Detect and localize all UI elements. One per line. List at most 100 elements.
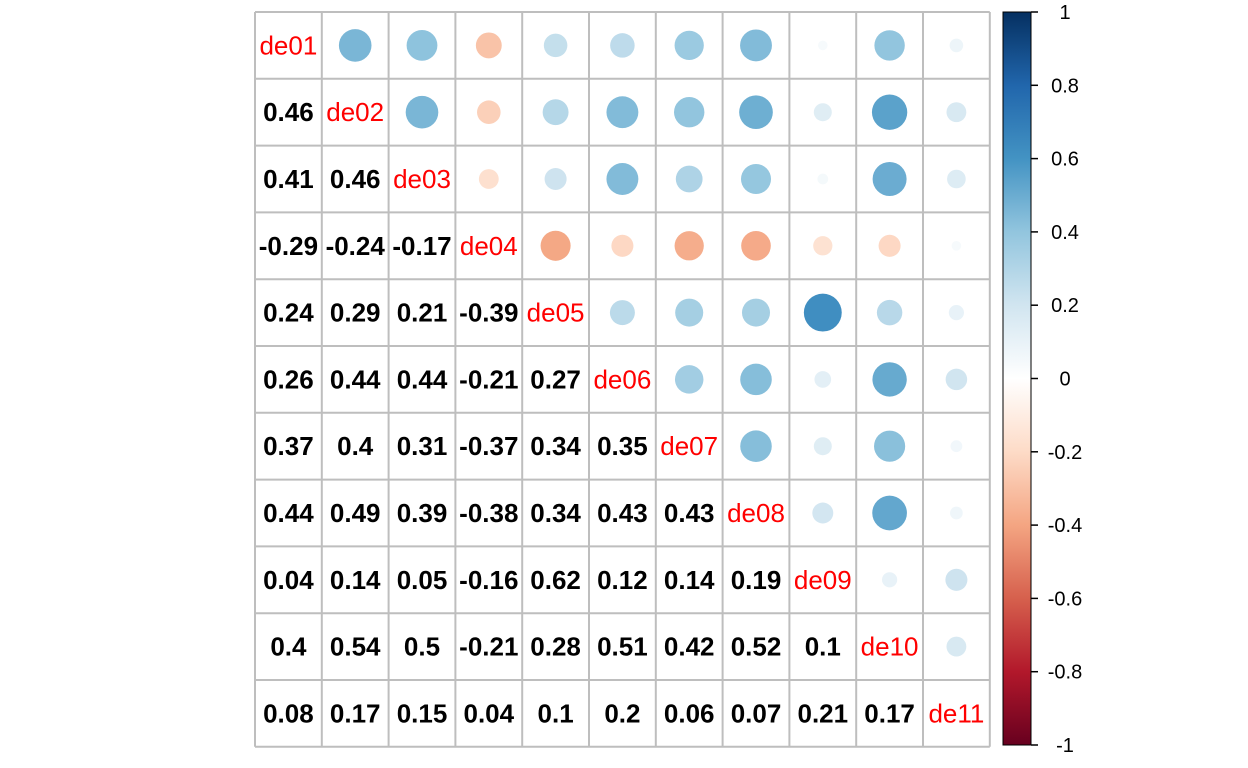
coefficient-label: 0.15 [397, 698, 448, 728]
colorbar-tick-label: 0.8 [1051, 75, 1079, 97]
coefficient-label: 0.44 [330, 364, 381, 394]
colorbar-tick-label: -0.8 [1048, 662, 1082, 684]
correlation-circle [946, 636, 967, 657]
coefficient-label: -0.21 [459, 364, 518, 394]
coefficient-label: 0.35 [597, 431, 648, 461]
colorbar-tick-label: -0.2 [1048, 442, 1082, 464]
correlation-circle [814, 371, 832, 388]
coefficient-label: -0.38 [459, 498, 518, 528]
coefficient-label: 0.14 [664, 565, 715, 595]
correlation-circle [813, 437, 832, 456]
correlation-circle [475, 32, 502, 59]
coefficient-label: 0.43 [597, 498, 648, 528]
correlation-circle [611, 234, 634, 257]
coefficient-label: 0.1 [538, 698, 574, 728]
coefficient-label: 0.2 [604, 698, 640, 728]
coefficient-label: 0.17 [330, 698, 381, 728]
coefficient-label: -0.24 [326, 231, 386, 261]
coefficient-label: 0.14 [330, 565, 381, 595]
variable-label-de11: de11 [928, 698, 984, 728]
variable-label-de05: de05 [527, 298, 585, 328]
coefficient-label: 0.04 [263, 565, 314, 595]
coefficient-label: 0.07 [731, 698, 782, 728]
coefficient-label: 0.12 [597, 565, 648, 595]
correlation-circle [740, 430, 772, 462]
correlation-circle [674, 30, 704, 61]
coefficient-label: 0.24 [263, 298, 314, 328]
variable-label-de06: de06 [593, 364, 651, 394]
correlation-circle [871, 94, 908, 130]
coefficient-label: -0.39 [459, 298, 518, 328]
coefficient-label: -0.37 [459, 431, 518, 461]
colorbar-tick-label: -1 [1056, 735, 1074, 757]
coefficient-label: 0.49 [330, 498, 381, 528]
coefficient-label: 0.54 [330, 632, 381, 662]
correlation-circle [477, 100, 501, 124]
correlation-circle [675, 165, 703, 193]
coefficient-label: 0.43 [664, 498, 715, 528]
correlation-circle [950, 440, 963, 453]
correlation-circle [673, 96, 705, 128]
correlation-circle [950, 506, 963, 520]
correlation-circle [947, 169, 966, 189]
correlation-circle [610, 33, 635, 58]
coefficient-label: -0.17 [392, 231, 451, 261]
correlation-circle [606, 163, 639, 195]
correlation-circle [674, 365, 704, 394]
correlation-circle [544, 167, 567, 191]
correlation-circle [812, 502, 834, 524]
coefficient-label: 0.26 [263, 364, 314, 394]
variable-label-de07: de07 [660, 431, 718, 461]
coefficient-label: 0.4 [270, 632, 307, 662]
coefficient-label: 0.34 [530, 498, 581, 528]
correlation-circle [813, 236, 833, 256]
correlation-circle [609, 300, 635, 326]
coefficient-label: 0.19 [731, 565, 782, 595]
correlation-circle [951, 240, 962, 251]
correlation-circle [542, 99, 569, 126]
correlation-circle [872, 362, 907, 397]
correlation-circle [945, 568, 968, 591]
correlation-circle [874, 30, 905, 61]
variable-label-de02: de02 [326, 97, 384, 127]
correlation-circle [741, 230, 771, 261]
coefficient-label: 0.34 [530, 431, 581, 461]
variable-label-de03: de03 [393, 164, 451, 194]
correlation-circle [817, 173, 829, 185]
coefficient-label: 0.31 [397, 431, 448, 461]
correlation-circle [675, 298, 704, 327]
coefficient-label: 0.5 [404, 632, 440, 662]
correlation-circle [543, 33, 568, 58]
coefficient-label: 0.39 [397, 498, 448, 528]
coefficient-label: 0.42 [664, 632, 715, 662]
coefficient-label: 0.21 [797, 698, 848, 728]
colorbar-tick-label: -0.4 [1048, 515, 1082, 537]
coefficient-label: 0.44 [397, 364, 448, 394]
coefficient-label: 0.44 [263, 498, 314, 528]
variable-label-de01: de01 [259, 30, 317, 60]
correlation-circle [740, 29, 772, 62]
coefficient-label: 0.46 [330, 164, 381, 194]
correlation-circle [606, 96, 639, 129]
coefficient-label: 0.37 [263, 431, 314, 461]
colorbar-tick-label: 0.4 [1051, 222, 1079, 244]
correlation-circle [406, 30, 438, 61]
colorbar-tick-label: 0 [1059, 369, 1070, 391]
coefficient-label: 0.04 [463, 698, 514, 728]
correlation-circle [813, 103, 832, 122]
coefficient-label: 0.52 [731, 632, 782, 662]
correlation-circle [817, 40, 828, 51]
correlation-circle [740, 363, 772, 396]
correlation-circle [882, 572, 898, 588]
correlation-circle [478, 169, 499, 189]
correlation-circle [876, 299, 903, 326]
variable-label-de04: de04 [460, 231, 518, 261]
correlation-circle [874, 430, 906, 462]
colorbar: 1 0.8 0.6 0.4 0.2 0 -0.2 -0.4 -0.6 -0.8 -1 [1002, 2, 1082, 757]
correlation-circle [945, 368, 968, 391]
coefficient-label: 0.41 [263, 164, 314, 194]
coefficient-label: -0.16 [459, 565, 518, 595]
variable-label-de08: de08 [727, 498, 785, 528]
correlation-circle [803, 293, 842, 332]
